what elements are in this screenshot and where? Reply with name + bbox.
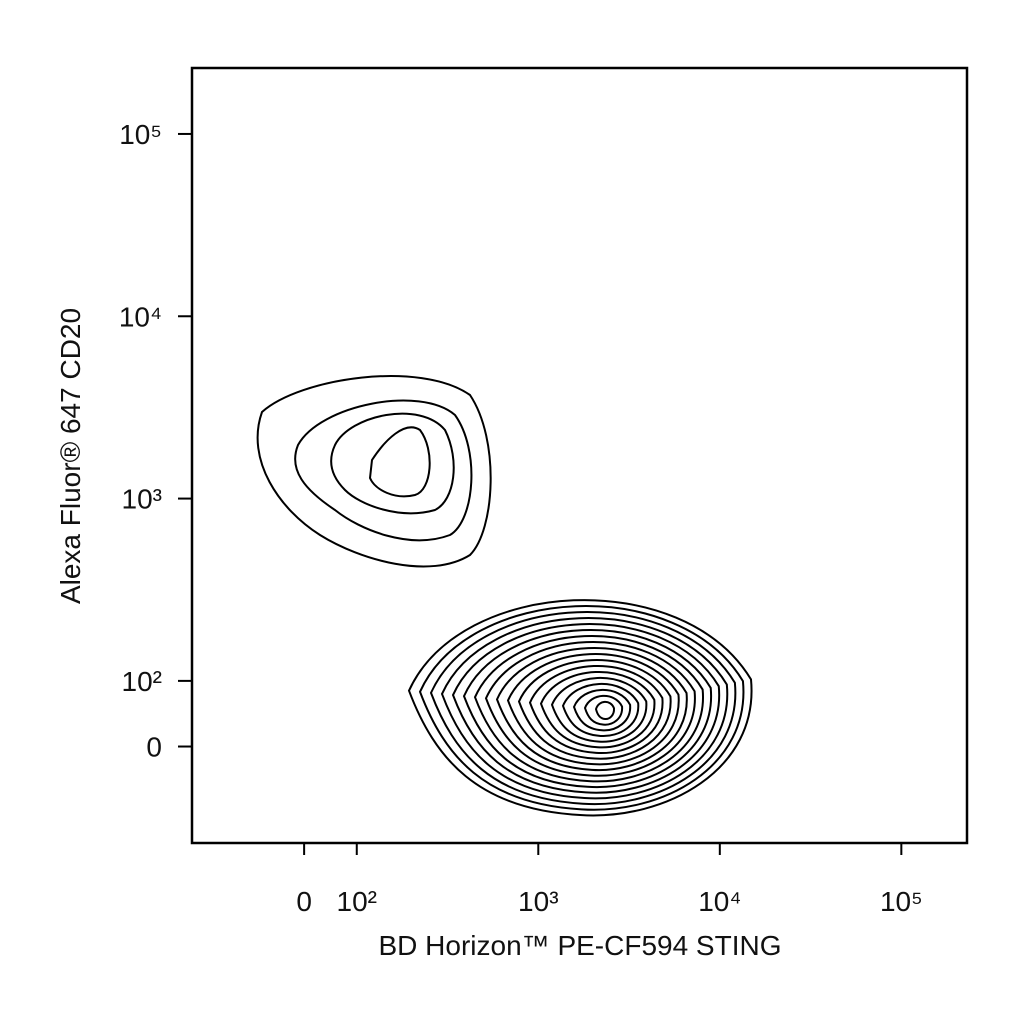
x-tick-label: 10³ bbox=[518, 886, 558, 917]
contour bbox=[594, 700, 616, 721]
contour bbox=[539, 670, 656, 749]
y-tick-label: 10⁵ bbox=[119, 119, 162, 150]
y-tick-label: 0 bbox=[146, 732, 162, 763]
contours bbox=[256, 375, 753, 817]
x-tick-label: 0 bbox=[296, 886, 312, 917]
y-tick-label: 10² bbox=[122, 666, 162, 697]
contour bbox=[429, 611, 737, 806]
x-tick-label: 10⁵ bbox=[880, 886, 923, 917]
contour bbox=[550, 676, 648, 743]
contour bbox=[528, 665, 664, 754]
y-axis-label: Alexa Fluor® 647 CD20 bbox=[55, 308, 86, 604]
contour bbox=[572, 688, 632, 732]
x-tick-label: 10⁴ bbox=[698, 886, 741, 917]
y-tick-label: 10³ bbox=[122, 484, 162, 515]
contour bbox=[451, 623, 721, 794]
contour bbox=[561, 682, 640, 737]
contour bbox=[484, 641, 696, 777]
x-axis-label: BD Horizon™ PE-CF594 STING bbox=[379, 930, 782, 961]
contour bbox=[407, 599, 753, 817]
contour bbox=[368, 426, 431, 498]
contour bbox=[440, 617, 729, 800]
y-tick-label: 10⁴ bbox=[119, 301, 162, 332]
plot-frame bbox=[190, 66, 969, 845]
contour bbox=[256, 375, 492, 568]
contour bbox=[418, 605, 745, 811]
contour bbox=[462, 629, 712, 789]
contour bbox=[294, 399, 473, 542]
contour bbox=[330, 412, 455, 515]
x-tick-label: 10² bbox=[337, 886, 377, 917]
contour bbox=[506, 653, 680, 766]
contour bbox=[495, 646, 688, 771]
contour bbox=[517, 658, 672, 760]
contour bbox=[473, 635, 704, 783]
contour bbox=[583, 694, 624, 726]
